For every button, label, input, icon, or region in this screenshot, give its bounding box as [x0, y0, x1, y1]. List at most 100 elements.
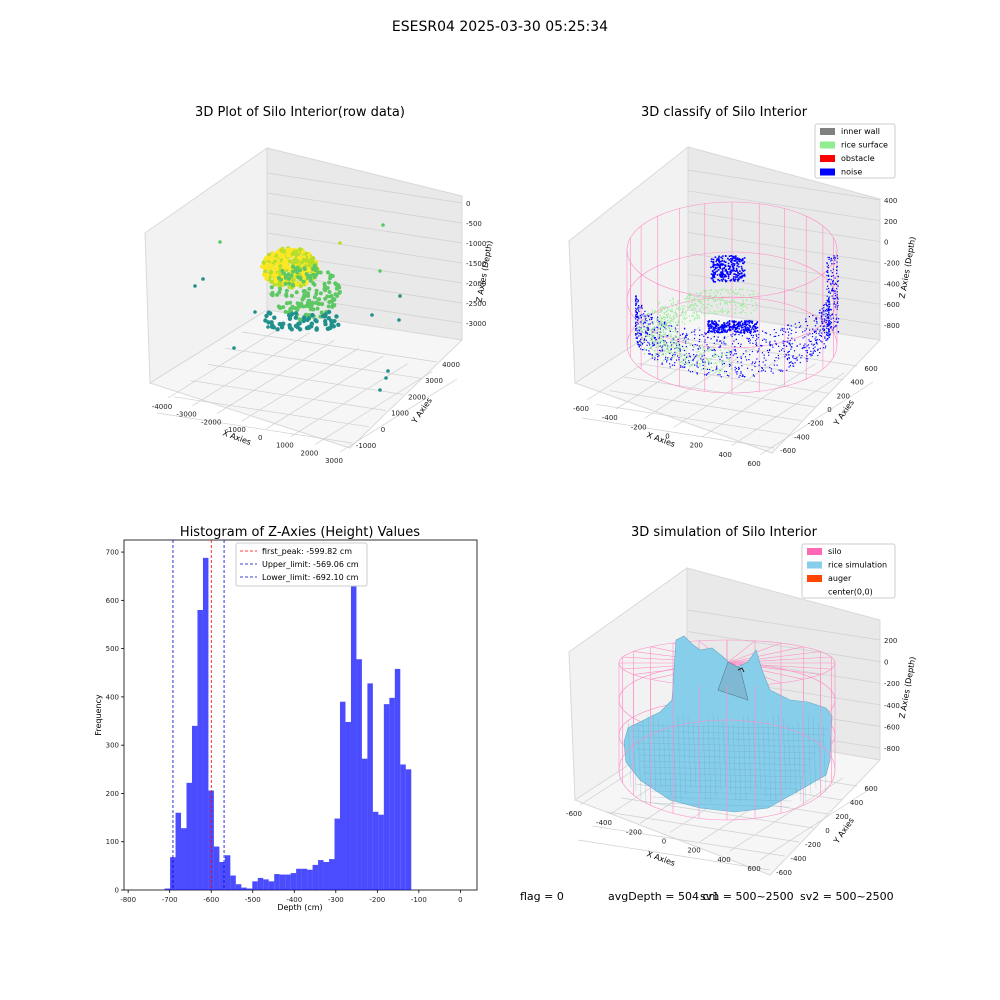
noise-point: [650, 313, 653, 315]
rice-surface-point: [669, 321, 671, 323]
panel1-z-ticks: 0-500-1000-1500-2000-2500-3000: [466, 200, 486, 328]
raw-point: [277, 321, 282, 327]
noise-point: [642, 342, 644, 344]
noise-point: [757, 350, 759, 352]
noise-point: [685, 340, 687, 342]
noise-point: [733, 340, 735, 342]
rice-surface-point: [715, 289, 717, 292]
noise-point: [820, 312, 822, 314]
rice-surface-point: [704, 362, 706, 364]
x-tick-label: 0: [458, 896, 462, 904]
noise-point: [662, 345, 664, 347]
noise-point: [728, 259, 730, 261]
noise-point: [674, 348, 676, 350]
noise-point: [744, 322, 747, 324]
rice-surface-point: [662, 339, 664, 341]
noise-point: [747, 331, 749, 333]
silo-spoke: [726, 646, 804, 664]
rice-surface-point: [662, 317, 664, 319]
noise-point: [636, 316, 638, 318]
rice-surface-point: [706, 358, 708, 360]
z-tick-label: -400: [884, 280, 900, 288]
raw-point: [314, 288, 319, 293]
rice-surface-point: [666, 358, 668, 360]
raw-point: [397, 318, 401, 322]
raw-point: [272, 315, 277, 320]
raw-point: [299, 301, 304, 306]
rice-surface-point: [689, 345, 691, 347]
noise-point: [815, 332, 817, 334]
rice-surface-point: [693, 307, 695, 309]
y-tick-label: 400: [850, 799, 863, 807]
noise-point: [812, 352, 814, 354]
noise-point: [715, 366, 718, 368]
noise-point: [718, 262, 721, 264]
raw-point: [264, 313, 269, 319]
rice-surface-point: [733, 300, 735, 302]
noise-point: [651, 341, 654, 343]
noise-point: [782, 348, 784, 350]
noise-point: [721, 263, 723, 265]
noise-point: [715, 325, 718, 327]
noise-point: [652, 331, 654, 333]
noise-point: [680, 365, 682, 367]
noise-point: [806, 355, 808, 357]
noise-point: [694, 344, 696, 346]
noise-point: [729, 363, 731, 365]
noise-point: [743, 274, 746, 277]
rice-surface-point: [677, 319, 679, 321]
rice-surface-point: [684, 358, 686, 361]
z-tick-label: -1500: [466, 260, 486, 268]
noise-point: [652, 335, 654, 337]
raw-point: [279, 277, 283, 282]
noise-point: [714, 332, 716, 334]
rice-surface-point: [672, 297, 674, 299]
surface-mesh-line: [627, 724, 829, 730]
noise-point: [788, 354, 790, 356]
noise-point: [756, 335, 758, 337]
rice-surface-point: [727, 292, 729, 294]
noise-point: [777, 354, 779, 357]
y-tick-label: 1000: [391, 410, 409, 418]
noise-point: [724, 265, 727, 267]
noise-point: [824, 347, 826, 349]
surface-mesh-line: [682, 713, 687, 795]
histogram-bar: [345, 722, 351, 890]
rice-surface-point: [705, 357, 707, 359]
rice-surface-point: [714, 351, 716, 353]
noise-point: [720, 256, 722, 259]
noise-point: [743, 330, 745, 332]
y-tick-label: 400: [106, 693, 119, 701]
noise-point: [736, 323, 738, 326]
noise-point: [640, 334, 642, 336]
noise-point: [734, 346, 736, 348]
noise-point: [722, 278, 725, 280]
surface-mesh-line: [772, 716, 777, 801]
rice-surface-point: [652, 355, 654, 357]
raw-point: [268, 269, 274, 275]
noise-point: [712, 273, 714, 276]
rice-surface-point: [666, 314, 668, 317]
grid-line: [339, 378, 458, 453]
rice-surface-point: [662, 341, 664, 344]
y-tick-label: -1000: [356, 442, 376, 450]
noise-point: [706, 344, 708, 346]
noise-point: [830, 327, 832, 329]
noise-point: [708, 326, 710, 328]
rice-surface-point: [657, 325, 659, 327]
noise-point: [820, 335, 822, 337]
noise-point: [808, 339, 810, 341]
rice-surface-point: [752, 293, 754, 295]
noise-point: [804, 330, 806, 332]
rice-surface-point: [640, 329, 642, 331]
noise-point: [826, 334, 828, 336]
noise-point: [692, 349, 694, 351]
noise-point: [717, 330, 720, 333]
rice-surface-point: [689, 364, 691, 366]
noise-point: [688, 362, 690, 364]
noise-point: [826, 339, 828, 341]
noise-point: [815, 330, 817, 332]
noise-point: [811, 343, 813, 345]
noise-point: [689, 355, 691, 357]
raw-point: [310, 302, 314, 307]
